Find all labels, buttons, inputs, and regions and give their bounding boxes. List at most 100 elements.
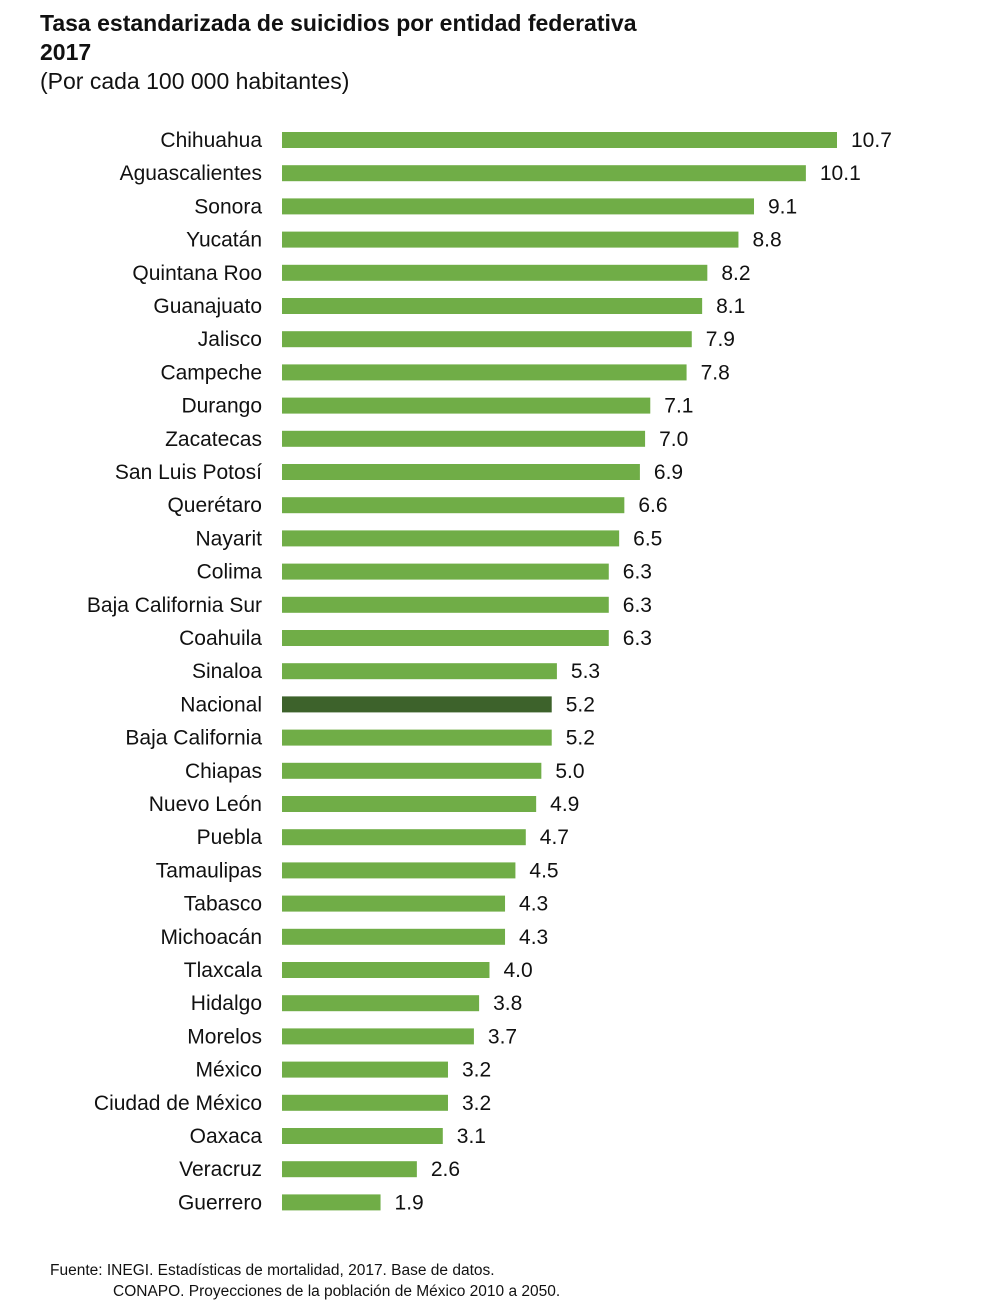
bar-tabasco [282, 895, 506, 912]
value-label-tamaulipas: 4.5 [529, 859, 558, 882]
bar-san-luis-potosi [282, 464, 640, 480]
category-label-guerrero: Guerrero [178, 1191, 262, 1214]
category-label-campeche: Campeche [160, 361, 262, 384]
value-label-queretaro: 6.6 [638, 494, 667, 517]
category-label-quintana-roo: Quintana Roo [132, 262, 262, 285]
category-label-michoacan: Michoacán [160, 926, 262, 949]
bar-guanajuato [282, 298, 703, 314]
category-label-tlaxcala: Tlaxcala [184, 959, 263, 982]
value-label-yucatan: 8.8 [752, 229, 781, 252]
bar-aguascalientes [282, 165, 806, 182]
value-label-nacional: 5.2 [566, 693, 595, 716]
chart-year: 2017 [40, 39, 92, 65]
value-label-ciudad-de-mexico: 3.2 [462, 1092, 491, 1115]
bar-veracruz [282, 1161, 417, 1178]
bar-tlaxcala [282, 962, 490, 978]
source-line-2: CONAPO. Proyecciones de la población de … [113, 1283, 561, 1300]
bar-campeche [282, 364, 687, 381]
value-label-veracruz: 2.6 [431, 1158, 460, 1181]
bar-zacatecas [282, 430, 646, 447]
value-label-colima: 6.3 [623, 561, 652, 584]
value-label-michoacan: 4.3 [519, 926, 548, 949]
source-note: Fuente: INEGI. Estadísticas de mortalida… [50, 1260, 560, 1302]
chart-subtitle: (Por cada 100 000 habitantes) [40, 68, 350, 94]
value-label-nayarit: 6.5 [633, 527, 662, 550]
category-label-chiapas: Chiapas [185, 760, 262, 783]
category-label-guanajuato: Guanajuato [153, 295, 262, 318]
category-label-san-luis-potosi: San Luis Potosí [115, 461, 262, 484]
category-label-nayarit: Nayarit [195, 527, 262, 550]
category-label-colima: Colima [197, 561, 263, 584]
bar-chiapas [282, 762, 542, 779]
bar-chihuahua [282, 132, 837, 148]
bar-guerrero [282, 1194, 381, 1211]
category-label-tamaulipas: Tamaulipas [156, 859, 262, 882]
chart-title: Tasa estandarizada de suicidios por enti… [40, 10, 637, 36]
value-label-guanajuato: 8.1 [716, 295, 745, 318]
bar-michoacan [282, 928, 506, 945]
category-label-yucatan: Yucatán [186, 229, 262, 252]
category-label-morelos: Morelos [187, 1025, 262, 1048]
value-label-quintana-roo: 8.2 [721, 262, 750, 285]
value-label-puebla: 4.7 [540, 826, 569, 849]
category-label-queretaro: Querétaro [167, 494, 262, 517]
value-label-durango: 7.1 [664, 395, 693, 418]
category-label-aguascalientes: Aguascalientes [120, 162, 262, 185]
value-label-mexico: 3.2 [462, 1059, 491, 1082]
bar-queretaro [282, 497, 625, 514]
bar-yucatan [282, 231, 739, 248]
bar-oaxaca [282, 1128, 443, 1144]
bar-nayarit [282, 530, 620, 547]
value-label-morelos: 3.7 [488, 1025, 517, 1048]
bar-quintana-roo [282, 264, 708, 281]
category-label-tabasco: Tabasco [184, 893, 262, 916]
bar-sinaloa [282, 663, 557, 680]
category-label-sinaloa: Sinaloa [192, 660, 262, 683]
value-label-tabasco: 4.3 [519, 893, 548, 916]
value-label-hidalgo: 3.8 [493, 992, 522, 1015]
value-label-chiapas: 5.0 [555, 760, 584, 783]
value-label-baja-california: 5.2 [566, 727, 595, 750]
bar-chart: Chihuahua 10.7 Aguascalientes 10.1 Sonora 9.1… [87, 129, 892, 1214]
bar-coahuila [282, 630, 609, 646]
category-label-hidalgo: Hidalgo [191, 992, 262, 1015]
value-label-coahuila: 6.3 [623, 627, 652, 650]
category-label-chihuahua: Chihuahua [160, 129, 262, 152]
value-label-campeche: 7.8 [701, 361, 730, 384]
bars-group: Chihuahua 10.7 Aguascalientes 10.1 Sonora 9.1… [87, 129, 892, 1214]
bar-nuevo-leon [282, 796, 537, 812]
category-label-mexico: México [195, 1059, 262, 1082]
category-label-baja-california: Baja California [125, 727, 262, 750]
category-label-oaxaca: Oaxaca [190, 1125, 263, 1148]
category-label-durango: Durango [181, 395, 262, 418]
value-label-nuevo-leon: 4.9 [550, 793, 579, 816]
bar-baja-california-sur [282, 596, 609, 613]
value-label-guerrero: 1.9 [395, 1191, 424, 1214]
value-label-sinaloa: 5.3 [571, 660, 600, 683]
value-label-oaxaca: 3.1 [457, 1125, 486, 1148]
value-label-chihuahua: 10.7 [851, 129, 892, 152]
bar-jalisco [282, 331, 692, 348]
value-label-aguascalientes: 10.1 [820, 162, 861, 185]
bar-tamaulipas [282, 862, 516, 879]
category-label-puebla: Puebla [197, 826, 263, 849]
value-label-san-luis-potosi: 6.9 [654, 461, 683, 484]
category-label-jalisco: Jalisco [198, 328, 262, 351]
value-label-sonora: 9.1 [768, 195, 797, 218]
category-label-ciudad-de-mexico: Ciudad de México [94, 1092, 262, 1115]
category-label-zacatecas: Zacatecas [165, 428, 262, 451]
value-label-zacatecas: 7.0 [659, 428, 688, 451]
bar-ciudad-de-mexico [282, 1094, 448, 1111]
category-label-veracruz: Veracruz [179, 1158, 262, 1181]
bar-mexico [282, 1061, 448, 1078]
bar-nacional [282, 696, 552, 713]
value-label-jalisco: 7.9 [706, 328, 735, 351]
bar-hidalgo [282, 995, 480, 1012]
category-label-baja-california-sur: Baja California Sur [87, 594, 262, 617]
category-label-nuevo-leon: Nuevo León [149, 793, 262, 816]
bar-morelos [282, 1028, 474, 1045]
bar-puebla [282, 829, 526, 846]
category-label-coahuila: Coahuila [179, 627, 262, 650]
bar-baja-california [282, 729, 552, 746]
bar-durango [282, 397, 651, 414]
